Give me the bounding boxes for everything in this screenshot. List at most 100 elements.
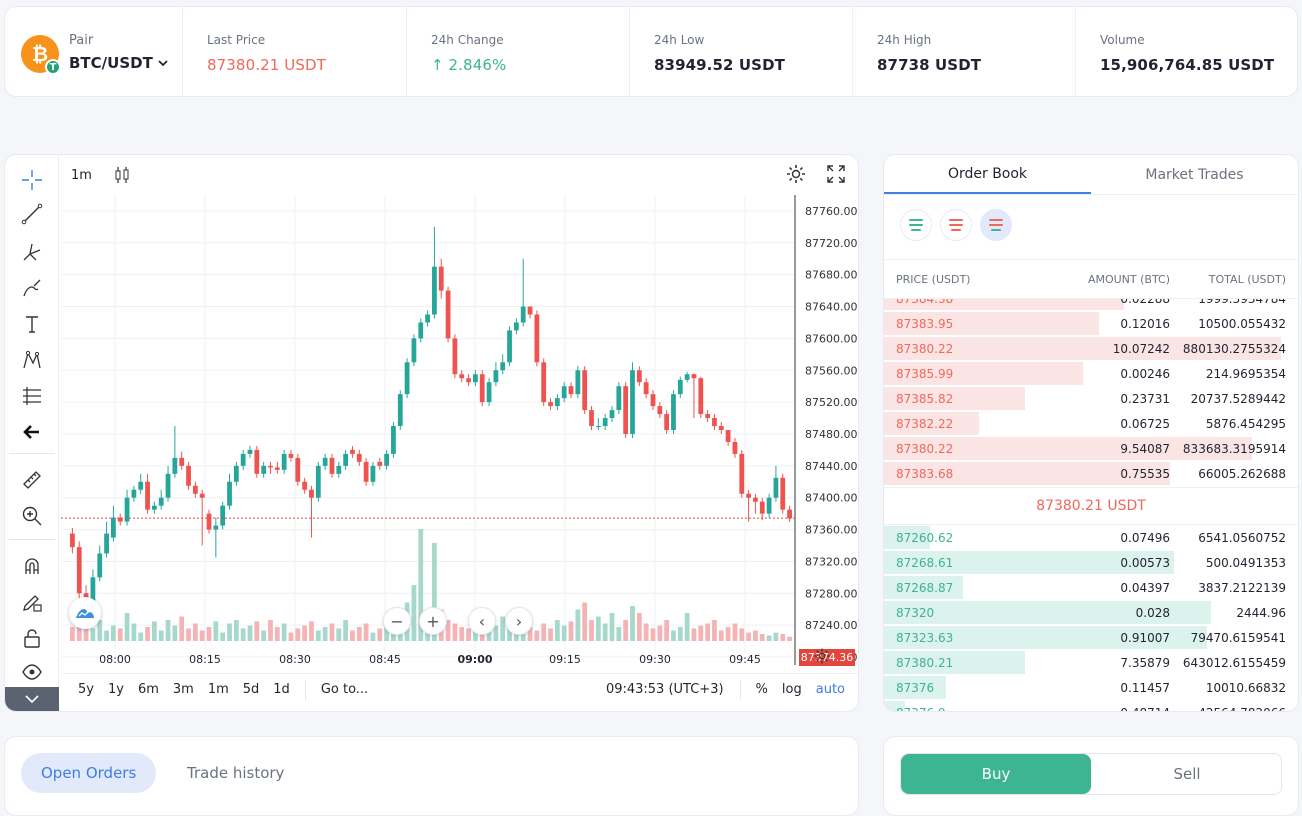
view-both-icon[interactable] — [980, 209, 1012, 241]
text-tool-icon[interactable] — [17, 309, 47, 339]
price-chart[interactable]: 87760.00 87720.00 87680.00 87640.00 87600.00… — [61, 195, 859, 673]
arrow-left-icon[interactable] — [17, 417, 47, 447]
candle-body — [76, 547, 82, 594]
ask-depth-bar — [884, 362, 1083, 385]
candle-body — [507, 330, 512, 363]
range-6m[interactable]: 6m — [137, 682, 159, 697]
candle-body — [787, 509, 792, 519]
candle-body — [568, 386, 574, 395]
range-5y[interactable]: 5y — [78, 682, 94, 697]
change-value: ↑ 2.846% — [431, 56, 507, 74]
ask-row[interactable]: 87383.68 0.75535 66005.262688 — [884, 461, 1298, 486]
fib-icon[interactable] — [17, 381, 47, 411]
order-book-view-buttons — [884, 195, 1298, 259]
eye-icon[interactable] — [17, 657, 47, 687]
pitchfork-icon[interactable] — [17, 237, 47, 267]
ask-price: 87380.22 — [896, 441, 954, 456]
candle-body — [90, 577, 96, 614]
trend-line-icon[interactable] — [17, 199, 47, 229]
bid-row[interactable]: 87260.62 0.07496 6541.0560752 — [884, 525, 1298, 550]
candle-body — [575, 370, 581, 395]
magnet-icon[interactable] — [17, 551, 47, 581]
brush-icon[interactable] — [17, 273, 47, 303]
candle-body — [411, 338, 417, 363]
axis-settings-icon[interactable] — [813, 647, 831, 665]
percent-toggle[interactable]: % — [755, 682, 768, 697]
candle-body — [643, 382, 649, 395]
ask-row[interactable]: 87384.380.022881999.3934784 — [884, 299, 1298, 311]
candle-body — [664, 414, 670, 430]
sell-button[interactable]: Sell — [1173, 765, 1201, 783]
zoom-in-button[interactable]: + — [419, 607, 447, 635]
range-1y[interactable]: 1y — [107, 682, 124, 697]
fullscreen-icon[interactable] — [825, 163, 847, 185]
range-1m[interactable]: 1m — [207, 682, 229, 697]
bid-price: 87320 — [896, 605, 935, 620]
auto-toggle[interactable]: auto — [815, 682, 845, 697]
bid-row[interactable]: 87320 0.028 2444.96 — [884, 600, 1298, 625]
ask-row[interactable]: 87382.22 0.06725 5876.454295 — [884, 411, 1298, 436]
volume-bar — [650, 628, 656, 641]
zoom-in-icon[interactable] — [17, 501, 47, 531]
candle-body — [179, 457, 185, 466]
y-tick-label: 87760.00 — [805, 205, 858, 218]
ask-amount: 0.75535 — [1120, 466, 1170, 481]
candle-body — [780, 477, 786, 510]
tab-trade-history[interactable]: Trade history — [187, 764, 285, 782]
bid-row[interactable]: 87268.87 0.04397 3837.2122139 — [884, 575, 1298, 600]
range-1d[interactable]: 1d — [273, 682, 290, 697]
bid-row[interactable]: 87376 0.11457 10010.66832 — [884, 675, 1298, 700]
log-toggle[interactable]: log — [781, 682, 802, 697]
ask-row[interactable]: 87383.95 0.12016 10500.055432 — [884, 311, 1298, 336]
zoom-out-button[interactable]: − — [383, 607, 411, 635]
candle-body — [739, 453, 745, 494]
tab-open-orders[interactable]: Open Orders — [21, 753, 157, 793]
pair-selector[interactable]: BTC/USDT — [69, 54, 182, 72]
range-5d[interactable]: 5d — [242, 682, 260, 697]
lock-icon[interactable] — [17, 623, 47, 653]
pattern-icon[interactable] — [17, 345, 47, 375]
range-3m[interactable]: 3m — [172, 682, 194, 697]
scroll-left-button[interactable]: ‹ — [468, 607, 496, 635]
x-tick-label: 09:45 — [729, 653, 761, 666]
goto-button[interactable]: Go to... — [320, 682, 369, 697]
candle-body — [623, 386, 629, 434]
edit-lock-icon[interactable] — [17, 587, 47, 617]
candle-type-icon[interactable] — [114, 165, 130, 185]
bid-row[interactable]: 87268.61 0.00573 500.0491353 — [884, 550, 1298, 575]
change-cell: 24h Change ↑ 2.846% — [407, 7, 630, 96]
tab-market-trades[interactable]: Market Trades — [1145, 166, 1244, 183]
y-tick-label: 87640.00 — [805, 301, 858, 314]
bid-row[interactable]: 87380.21 7.35879 643012.6155459 — [884, 650, 1298, 675]
bid-row[interactable]: 87376.90.4871442564.782066 — [884, 700, 1298, 711]
view-asks-icon[interactable] — [940, 209, 972, 241]
change-label: 24h Change — [431, 33, 504, 47]
bids-list: 87260.62 0.07496 6541.0560752 87268.61 0.005… — [884, 525, 1298, 711]
ask-row[interactable]: 87380.22 10.07242 880130.2755324 — [884, 336, 1298, 361]
interval-button[interactable]: 1m — [71, 167, 92, 183]
view-bids-icon[interactable] — [900, 209, 932, 241]
ask-row[interactable]: 87385.82 0.23731 20737.5289442 — [884, 386, 1298, 411]
buy-button[interactable]: Buy — [901, 754, 1091, 794]
tab-order-book[interactable]: Order Book — [884, 155, 1091, 194]
candle-body — [657, 406, 663, 415]
scroll-right-button[interactable]: › — [505, 607, 533, 635]
candle-body — [350, 449, 355, 454]
volume-bar — [220, 632, 226, 641]
ask-amount: 0.06725 — [1120, 416, 1170, 431]
candle-body — [356, 453, 362, 462]
candle-body — [97, 553, 103, 578]
ask-row[interactable]: 87380.22 9.54087 833683.3195914 — [884, 436, 1298, 461]
bid-row[interactable]: 87323.63 0.91007 79470.6159541 — [884, 625, 1298, 650]
candle-body — [268, 465, 273, 468]
settings-gear-icon[interactable] — [785, 163, 807, 185]
high-value: 87738 USDT — [877, 56, 982, 74]
y-tick-label: 87720.00 — [805, 237, 858, 250]
candle-body — [336, 465, 342, 474]
crosshair-icon[interactable] — [17, 165, 47, 195]
volume-bar — [636, 613, 642, 641]
collapse-toolbar-button[interactable] — [5, 687, 59, 711]
ruler-icon[interactable] — [17, 465, 47, 495]
ask-row[interactable]: 87385.99 0.00246 214.9695354 — [884, 361, 1298, 386]
volume-bar — [70, 627, 75, 641]
